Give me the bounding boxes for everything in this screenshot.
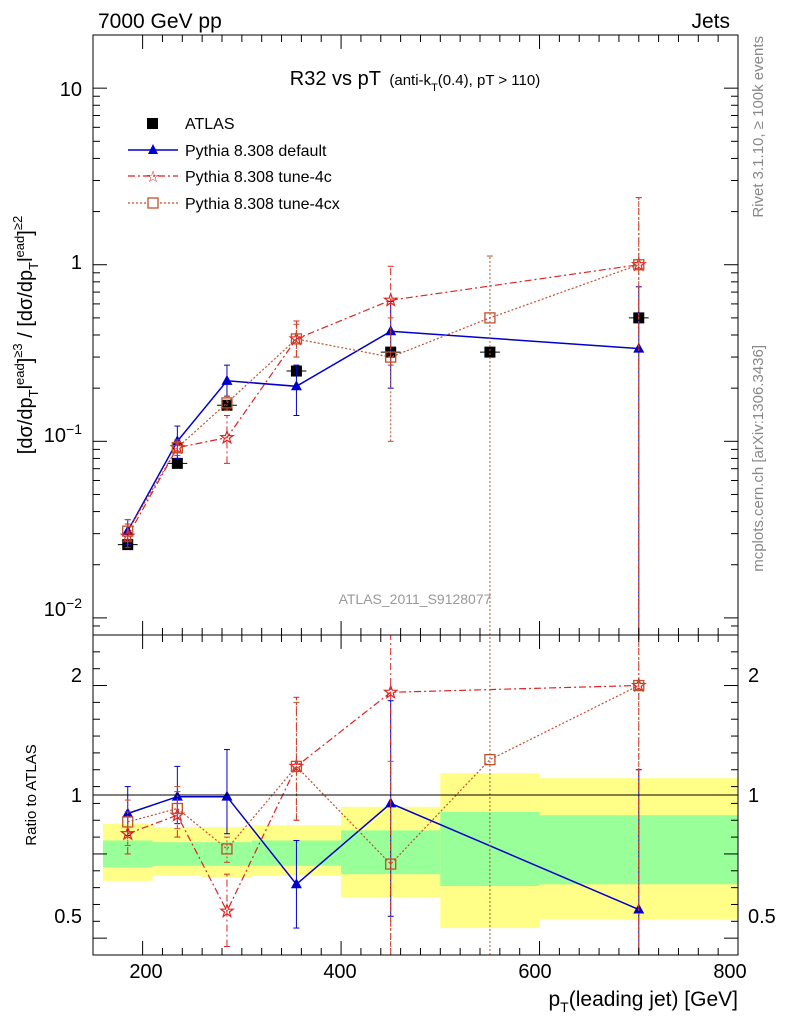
main-point-default-2	[221, 374, 233, 385]
x-tick-label-600: 600	[518, 961, 551, 983]
band-inner-1	[152, 842, 203, 866]
analysis-id-label: ATLAS_2011_S9128077	[339, 591, 492, 607]
legend-marker-atlas	[147, 118, 158, 129]
legend-label-atlas: ATLAS	[185, 116, 235, 133]
header-process-label: Jets	[691, 10, 730, 33]
ratio-tick-label-0.5: 0.5	[54, 906, 82, 928]
main-point-tune4cx-5	[484, 312, 496, 324]
ratio-point-default-3	[290, 878, 302, 889]
ratio-tick-label-2: 2	[71, 665, 82, 687]
plot-title-tail: (0.4), pT > 110)	[438, 72, 540, 89]
main-point-tune4cx-1	[171, 442, 183, 454]
plot-title-sub: T	[431, 82, 438, 94]
x-tick-label-200: 200	[129, 961, 162, 983]
main-line-default	[127, 330, 639, 532]
y-tick-label-1: 1	[71, 252, 82, 274]
ratio-point-default-2	[221, 790, 233, 801]
ratio-tick-label-2-right: 2	[748, 665, 759, 687]
legend-label-tune4cx: Pythia 8.308 tune-4cx	[185, 196, 340, 213]
ratio-point-tune4cx-3	[290, 760, 303, 773]
ratio-line-default	[127, 795, 640, 911]
ratio-point-tune4cx-2	[221, 843, 233, 855]
main-line-tune4c	[127, 264, 639, 537]
x-tick-label-400: 400	[323, 961, 356, 983]
main-line-tune4cx	[127, 264, 640, 532]
main-point-tune4cx-6	[633, 259, 645, 271]
axis-ticks	[93, 34, 739, 955]
legend-label-tune4c: Pythia 8.308 tune-4c	[185, 169, 332, 186]
ratio-tick-label-1-right: 1	[748, 785, 759, 807]
ratio-tick-label-1: 1	[71, 785, 82, 807]
legend-marker-tune4cx	[147, 197, 159, 209]
legend-label-default: Pythia 8.308 default	[185, 143, 327, 160]
legend-marker-tune4c: ☆	[146, 167, 160, 186]
legend-marker-default	[148, 144, 158, 154]
main-point-tune4cx-3	[290, 333, 303, 345]
ratio-point-tune4cx-6	[633, 679, 645, 692]
main-point-tune4cx-4	[385, 351, 397, 363]
ratio-point-tune4cx-0	[122, 816, 134, 828]
ratio-point-tune4cx-4	[385, 858, 397, 870]
x-axis-label: pT(leading jet) [GeV]	[548, 988, 738, 1015]
plot-title: R32 vs pT (anti-kT(0.4), pT > 110)	[290, 68, 540, 94]
ratio-point-tune4cx-5	[484, 753, 496, 766]
y-tick-label-10: 10	[60, 79, 82, 101]
rivet-version-label: Rivet 3.1.10, ≥ 100k events	[750, 36, 767, 218]
ratio-point-tune4cx-1	[171, 802, 183, 815]
x-tick-label-800: 800	[713, 961, 746, 983]
main-point-atlas-5	[484, 346, 496, 358]
legend: ATLAS Pythia 8.308 default ☆ Pythia 8.30…	[128, 116, 340, 213]
main-point-tune4cx-0	[122, 525, 134, 537]
main-point-default-3	[290, 380, 302, 391]
main-point-tune4cx-2	[221, 397, 233, 409]
header-energy-label: 7000 GeV pp	[98, 10, 222, 33]
y-tick-label-0.1: 10−1	[44, 421, 82, 447]
y-tick-label-0.01: 10−2	[44, 595, 82, 621]
ratio-tick-label-0.5-right: 0.5	[748, 906, 776, 928]
ratio-point-tune4c-4	[382, 683, 399, 699]
mcplots-reference-label: mcplots.cern.ch [arXiv:1306.3436]	[750, 345, 767, 572]
ratio-point-tune4c-2	[219, 902, 235, 919]
main-point-tune4c-4	[382, 291, 399, 307]
y-axis-label-ratio: Ratio to ATLAS	[23, 744, 40, 845]
plot-title-detail: (anti-k	[389, 72, 431, 89]
plot-title-main: R32 vs pT	[290, 68, 381, 90]
ratio-line-tune4c	[127, 684, 639, 913]
main-point-tune4c-2	[219, 429, 235, 445]
main-point-atlas-1	[171, 457, 183, 469]
y-axis-label-main: [dσ/dpTlead]≥3 / [dσ/dpTlead]≥2	[10, 216, 41, 454]
